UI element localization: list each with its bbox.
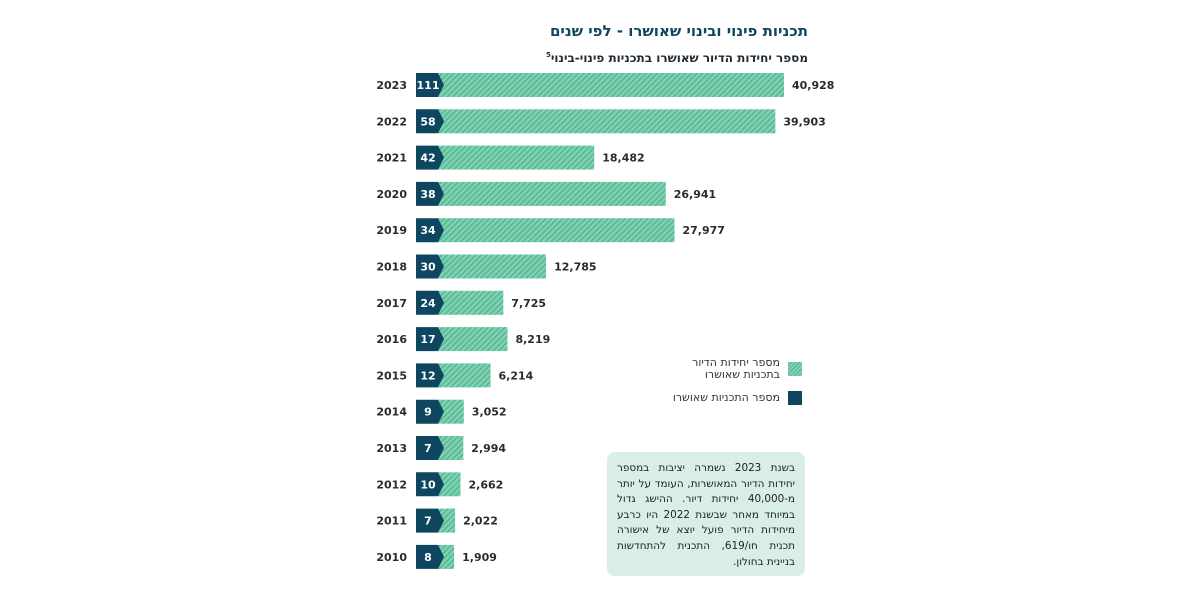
year-label: 2020 [376,188,407,201]
units-bar [438,363,491,388]
note-box: בשנת 2023 נשמרה יציבות במספר יחידות הדיו… [607,452,805,576]
plans-value-label: 7 [424,442,432,455]
plans-bar [416,327,444,352]
units-value-label: 2,994 [471,442,506,455]
chart-subtitle: מספר יחידות הדיור שאושרו בתכניות פינוי-ב… [546,51,808,65]
plans-value-label: 111 [417,79,440,92]
plans-value-label: 17 [420,333,435,346]
plans-value-label: 7 [424,515,432,528]
units-value-label: 39,903 [783,115,825,128]
plans-value-label: 30 [420,261,436,274]
year-label: 2017 [376,297,407,310]
units-value-label: 40,928 [792,79,834,92]
legend-item-plans: מספר התכניות שאושרו [670,391,802,405]
year-label: 2016 [376,333,407,346]
units-bar [438,218,675,243]
plans-value-label: 8 [424,551,432,564]
legend: מספר יחידות הדיור בתכניות שאושרו מספר הת… [670,357,802,415]
plans-value-label: 58 [420,115,435,128]
units-value-label: 6,214 [499,369,534,382]
year-label: 2023 [376,79,407,92]
subtitle-footnote: 5 [545,51,551,59]
units-bar [438,181,666,206]
units-bar [438,290,504,315]
chart-title: תכניות פינוי ובינוי שאושרו - לפי שנים [549,22,808,40]
legend-item-units: מספר יחידות הדיור בתכניות שאושרו [670,357,802,381]
year-label: 2021 [376,152,407,165]
plans-bar [416,290,444,315]
units-bar [438,544,455,569]
units-bar [438,472,461,497]
year-label: 2010 [376,551,407,564]
year-label: 2015 [376,369,407,382]
plans-bar [416,181,444,206]
plans-value-label: 24 [420,297,436,310]
plans-value-label: 38 [420,188,435,201]
year-label: 2013 [376,442,407,455]
plans-bar [416,544,444,569]
units-value-label: 18,482 [602,152,644,165]
legend-swatch-units [788,362,802,376]
year-label: 2022 [376,115,407,128]
units-value-label: 2,662 [469,478,504,491]
units-bar [438,254,547,279]
units-value-label: 8,219 [515,333,550,346]
plans-bar [416,254,444,279]
plans-bar [416,218,444,243]
units-value-label: 7,725 [511,297,546,310]
plans-value-label: 42 [420,152,435,165]
units-value-label: 3,052 [472,406,507,419]
units-bar [438,109,776,134]
units-bar [438,327,508,352]
year-label: 2012 [376,478,407,491]
plans-bar [416,145,444,170]
subtitle-text: מספר יחידות הדיור שאושרו בתכניות פינוי-ב… [550,51,808,65]
plans-bar [416,399,444,424]
units-bar [438,508,456,533]
units-value-label: 1,909 [462,551,497,564]
plans-bar [416,363,444,388]
units-bar [438,73,784,97]
plans-value-label: 9 [424,406,432,419]
units-value-label: 12,785 [554,261,596,274]
units-bar [438,145,595,170]
year-label: 2018 [376,261,407,274]
plans-value-label: 12 [420,369,435,382]
plans-value-label: 10 [420,478,436,491]
units-value-label: 2,022 [463,515,498,528]
plans-bar [416,472,444,497]
legend-swatch-plans [788,391,802,405]
plans-bar [416,73,444,97]
plans-bar [416,109,444,134]
year-label: 2014 [376,406,407,419]
plans-value-label: 34 [420,224,436,237]
units-value-label: 26,941 [674,188,716,201]
units-value-label: 27,977 [683,224,725,237]
plans-bar [416,508,444,533]
legend-label-units: מספר יחידות הדיור בתכניות שאושרו [692,356,780,381]
legend-label-plans: מספר התכניות שאושרו [672,391,780,404]
plans-bar [416,436,444,460]
year-label: 2011 [376,515,407,528]
year-label: 2019 [376,224,407,237]
